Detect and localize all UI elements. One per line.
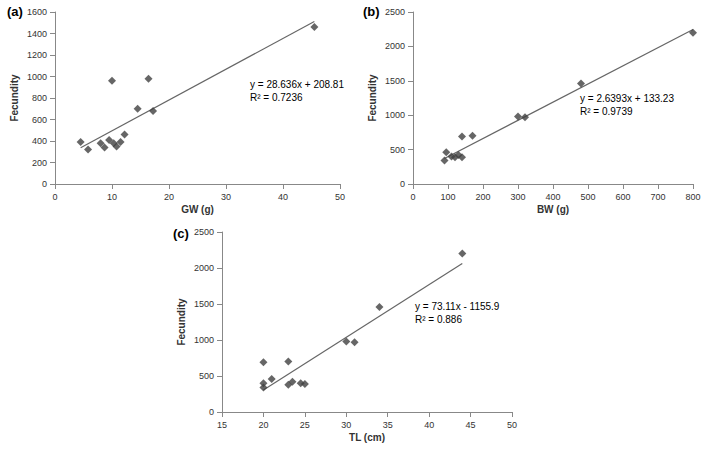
svg-text:2500: 2500 bbox=[385, 7, 405, 17]
svg-text:200: 200 bbox=[475, 192, 490, 202]
svg-text:y = 2.6393x + 133.23: y = 2.6393x + 133.23 bbox=[580, 93, 674, 104]
svg-text:20: 20 bbox=[164, 192, 174, 202]
svg-text:15: 15 bbox=[217, 420, 227, 430]
svg-text:TL (cm): TL (cm) bbox=[349, 432, 385, 443]
svg-text:y = 73.11x - 1155.9: y = 73.11x - 1155.9 bbox=[415, 301, 500, 312]
svg-text:2500: 2500 bbox=[194, 227, 214, 237]
svg-text:1600: 1600 bbox=[27, 7, 47, 17]
svg-text:45: 45 bbox=[466, 420, 476, 430]
svg-text:400: 400 bbox=[545, 192, 560, 202]
svg-text:800: 800 bbox=[685, 192, 700, 202]
svg-text:Fecundity: Fecundity bbox=[9, 74, 20, 122]
svg-text:2000: 2000 bbox=[385, 41, 405, 51]
svg-text:GW (g): GW (g) bbox=[181, 204, 214, 215]
svg-text:R² = 0.886: R² = 0.886 bbox=[415, 314, 462, 325]
svg-text:500: 500 bbox=[580, 192, 595, 202]
svg-text:0: 0 bbox=[209, 407, 214, 417]
svg-text:y = 28.636x + 208.81: y = 28.636x + 208.81 bbox=[250, 79, 344, 90]
svg-text:50: 50 bbox=[507, 420, 517, 430]
svg-text:800: 800 bbox=[32, 93, 47, 103]
svg-text:500: 500 bbox=[199, 371, 214, 381]
svg-text:35: 35 bbox=[383, 420, 393, 430]
svg-text:30: 30 bbox=[341, 420, 351, 430]
svg-text:1000: 1000 bbox=[27, 72, 47, 82]
svg-text:R² = 0.9739: R² = 0.9739 bbox=[580, 106, 633, 117]
svg-text:700: 700 bbox=[650, 192, 665, 202]
svg-text:0: 0 bbox=[400, 179, 405, 189]
svg-text:2000: 2000 bbox=[194, 263, 214, 273]
svg-text:(a): (a) bbox=[7, 4, 23, 19]
svg-text:40: 40 bbox=[278, 192, 288, 202]
svg-text:1000: 1000 bbox=[385, 110, 405, 120]
svg-text:10: 10 bbox=[107, 192, 117, 202]
svg-text:Fecundity: Fecundity bbox=[176, 298, 187, 346]
svg-text:1500: 1500 bbox=[194, 299, 214, 309]
svg-text:600: 600 bbox=[615, 192, 630, 202]
svg-text:(b): (b) bbox=[363, 4, 380, 19]
svg-text:(c): (c) bbox=[173, 226, 189, 241]
svg-text:R² = 0.7236: R² = 0.7236 bbox=[250, 92, 303, 103]
svg-text:400: 400 bbox=[32, 136, 47, 146]
svg-text:500: 500 bbox=[390, 145, 405, 155]
svg-text:1000: 1000 bbox=[194, 335, 214, 345]
svg-text:200: 200 bbox=[32, 158, 47, 168]
svg-text:1200: 1200 bbox=[27, 50, 47, 60]
svg-text:20: 20 bbox=[258, 420, 268, 430]
svg-text:1400: 1400 bbox=[27, 29, 47, 39]
svg-text:BW (g): BW (g) bbox=[537, 204, 569, 215]
svg-text:30: 30 bbox=[221, 192, 231, 202]
svg-text:25: 25 bbox=[300, 420, 310, 430]
svg-text:600: 600 bbox=[32, 115, 47, 125]
svg-text:0: 0 bbox=[410, 192, 415, 202]
svg-text:300: 300 bbox=[510, 192, 525, 202]
svg-text:100: 100 bbox=[440, 192, 455, 202]
svg-text:Fecundity: Fecundity bbox=[367, 74, 378, 122]
svg-text:1500: 1500 bbox=[385, 76, 405, 86]
svg-text:0: 0 bbox=[42, 179, 47, 189]
svg-text:50: 50 bbox=[335, 192, 345, 202]
svg-text:40: 40 bbox=[424, 420, 434, 430]
svg-text:0: 0 bbox=[52, 192, 57, 202]
